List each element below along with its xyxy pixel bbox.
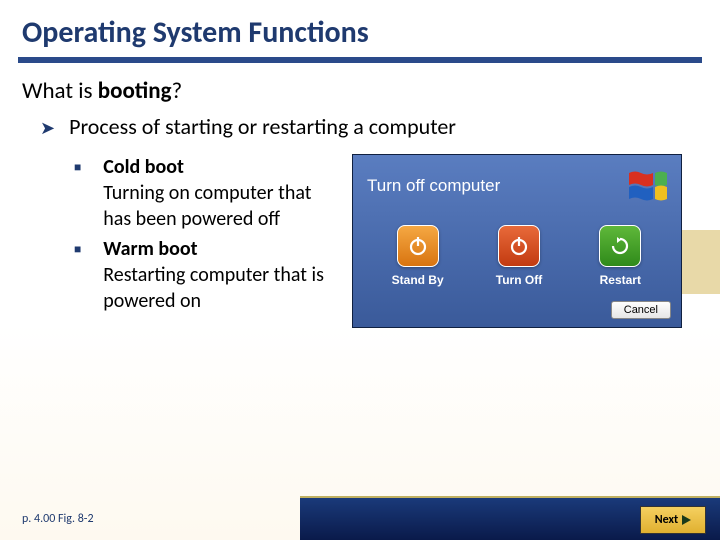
sub-bullet-1-text: Cold boot Turning on computer that has b… [103, 154, 334, 232]
dialog-title: Turn off computer [367, 176, 500, 196]
question-prefix: What is [22, 77, 98, 105]
cancel-row: Cancel [367, 301, 671, 319]
question-keyword: booting [98, 77, 172, 105]
question-suffix: ? [172, 77, 183, 105]
windows-flag-icon [627, 169, 671, 203]
restart-label: Restart [600, 273, 641, 287]
page-reference: p. 4.00 Fig. 8-2 [22, 512, 94, 526]
sub-term-1: Cold boot [103, 155, 184, 179]
standby-icon [397, 225, 439, 267]
footer: p. 4.00 Fig. 8-2 Next [0, 500, 720, 540]
question-text: What is booting? [22, 77, 698, 105]
columns: ■ Cold boot Turning on computer that has… [74, 154, 698, 328]
cancel-button[interactable]: Cancel [611, 301, 671, 319]
content-area: What is booting? ➤ Process of starting o… [0, 63, 720, 328]
main-bullet: ➤ Process of starting or restarting a co… [40, 113, 698, 140]
square-bullet-icon: ■ [74, 160, 81, 175]
sub-desc-1: Turning on computer that has been powere… [103, 181, 311, 231]
right-column: Turn off computer [352, 154, 692, 328]
dialog-button-row: Stand By Turn Off [367, 225, 671, 287]
restart-button[interactable]: Restart [580, 225, 660, 287]
square-bullet-icon: ■ [74, 242, 81, 257]
main-bullet-text: Process of starting or restarting a comp… [69, 113, 456, 140]
left-column: ■ Cold boot Turning on computer that has… [74, 154, 334, 328]
standby-button[interactable]: Stand By [378, 225, 458, 287]
sub-bullet-1: ■ Cold boot Turning on computer that has… [74, 154, 334, 232]
dialog-header: Turn off computer [367, 169, 671, 203]
sub-term-2: Warm boot [103, 237, 197, 261]
sub-bullet-2: ■ Warm boot Restarting computer that is … [74, 236, 334, 314]
next-button[interactable]: Next [640, 506, 706, 534]
turnoff-dialog: Turn off computer [352, 154, 682, 328]
sub-desc-2: Restarting computer that is powered on [103, 263, 324, 313]
page-title: Operating System Functions [0, 0, 720, 57]
turnoff-label: Turn Off [496, 273, 542, 287]
standby-label: Stand By [392, 273, 444, 287]
sub-bullet-2-text: Warm boot Restarting computer that is po… [103, 236, 334, 314]
restart-icon [599, 225, 641, 267]
slide: Operating System Functions What is booti… [0, 0, 720, 540]
turnoff-button[interactable]: Turn Off [479, 225, 559, 287]
turnoff-icon [498, 225, 540, 267]
next-label: Next [655, 513, 678, 527]
next-arrow-icon [682, 515, 691, 525]
arrow-bullet-icon: ➤ [40, 117, 55, 139]
